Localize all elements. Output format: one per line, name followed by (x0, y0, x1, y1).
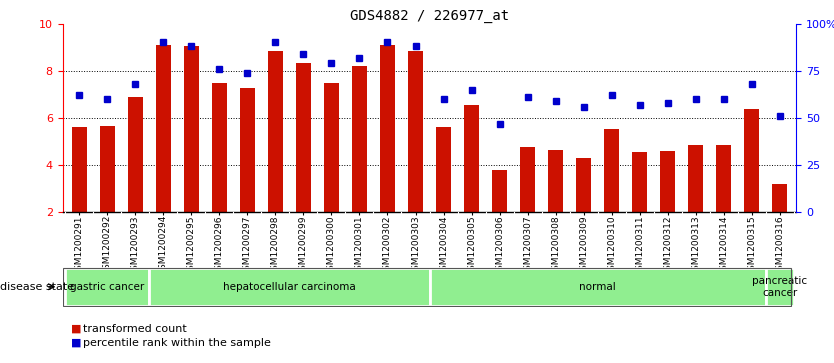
Bar (324, 82, 339, 212)
Text: GSM1200310: GSM1200310 (607, 215, 616, 276)
Text: disease state: disease state (0, 282, 74, 292)
Text: GSM1200292: GSM1200292 (103, 215, 112, 276)
Text: GSM1200311: GSM1200311 (636, 215, 644, 276)
Text: GSM1200296: GSM1200296 (215, 215, 224, 276)
Bar (296, 62, 311, 212)
Text: GSM1200309: GSM1200309 (579, 215, 588, 276)
Text: GSM1200308: GSM1200308 (551, 215, 560, 276)
Text: GSM1200307: GSM1200307 (523, 215, 532, 276)
Text: GSM1200291: GSM1200291 (75, 215, 84, 276)
Bar (149, 268, 430, 306)
Bar (408, 51, 423, 212)
Text: GSM1200305: GSM1200305 (467, 215, 476, 276)
Text: transformed count: transformed count (83, 323, 187, 334)
Bar (772, 184, 787, 212)
Text: GSM1200293: GSM1200293 (131, 215, 140, 276)
Text: GSM1200306: GSM1200306 (495, 215, 504, 276)
Bar (520, 147, 535, 212)
Text: GSM1200313: GSM1200313 (691, 215, 700, 276)
Text: GSM1200304: GSM1200304 (439, 215, 448, 276)
Bar (632, 152, 647, 212)
Text: GSM1200303: GSM1200303 (411, 215, 420, 276)
Text: pancreatic
cancer: pancreatic cancer (752, 276, 807, 298)
Bar (100, 126, 115, 212)
Text: GSM1200314: GSM1200314 (719, 215, 728, 276)
Text: GDS4882 / 226977_at: GDS4882 / 226977_at (350, 9, 509, 23)
Text: ■: ■ (71, 323, 82, 334)
Bar (212, 82, 227, 212)
Text: GSM1200298: GSM1200298 (271, 215, 280, 276)
Bar (575, 158, 591, 212)
Bar (128, 97, 143, 212)
Text: GSM1200294: GSM1200294 (159, 215, 168, 276)
Bar (268, 51, 284, 212)
Text: GSM1200295: GSM1200295 (187, 215, 196, 276)
Bar (430, 268, 766, 306)
Bar (379, 45, 395, 212)
Bar (72, 127, 87, 212)
Bar (436, 127, 451, 212)
Text: normal: normal (579, 282, 616, 292)
Bar (183, 46, 199, 212)
Text: GSM1200297: GSM1200297 (243, 215, 252, 276)
Text: ■: ■ (71, 338, 82, 348)
Bar (156, 45, 171, 212)
Text: GSM1200315: GSM1200315 (747, 215, 756, 276)
Bar (688, 145, 703, 212)
Bar (660, 151, 676, 212)
Text: GSM1200316: GSM1200316 (775, 215, 784, 276)
Bar (65, 268, 149, 306)
Text: gastric cancer: gastric cancer (70, 282, 144, 292)
Text: GSM1200299: GSM1200299 (299, 215, 308, 276)
Bar (716, 145, 731, 212)
Text: hepatocellular carcinoma: hepatocellular carcinoma (223, 282, 356, 292)
Bar (492, 170, 507, 212)
Bar (604, 129, 620, 212)
Text: percentile rank within the sample: percentile rank within the sample (83, 338, 271, 348)
Bar (766, 268, 794, 306)
Bar (464, 105, 480, 212)
Bar (744, 109, 759, 212)
Text: GSM1200312: GSM1200312 (663, 215, 672, 276)
Bar (239, 89, 255, 212)
Text: GSM1200301: GSM1200301 (355, 215, 364, 276)
Bar (548, 150, 563, 212)
Bar (352, 66, 367, 212)
Text: GSM1200302: GSM1200302 (383, 215, 392, 276)
Text: GSM1200300: GSM1200300 (327, 215, 336, 276)
